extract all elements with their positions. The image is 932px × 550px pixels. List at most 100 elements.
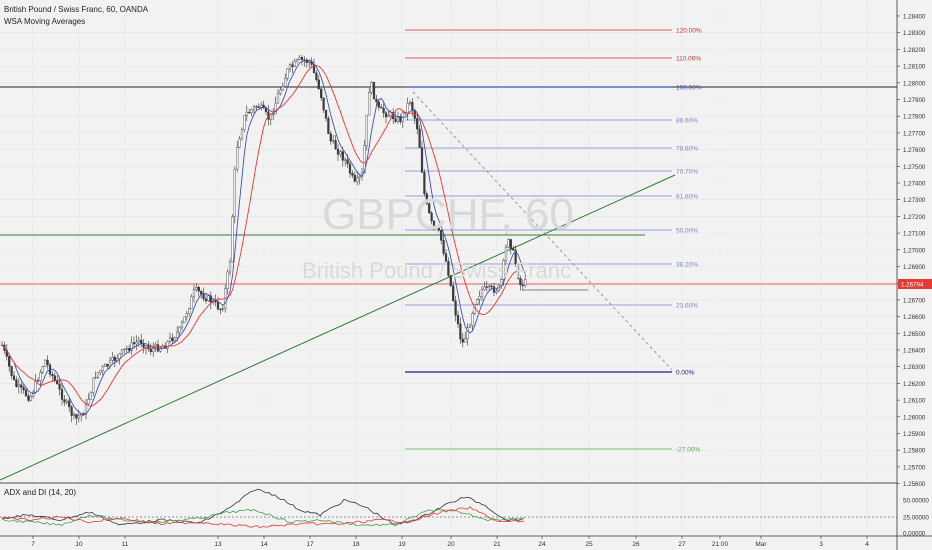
ascending-trendline[interactable] <box>0 174 676 481</box>
candle-body <box>476 299 479 305</box>
candle-body <box>113 356 116 362</box>
price-tick-label: 1.26600 <box>903 314 926 321</box>
candle-body <box>281 86 284 91</box>
candle-body <box>430 212 433 222</box>
price-tick-label: 1.27000 <box>903 247 926 254</box>
candle-body <box>353 175 356 182</box>
candle-body <box>300 57 304 60</box>
candle-body <box>228 261 232 273</box>
candle-body <box>408 101 412 104</box>
candle-body <box>123 348 126 350</box>
candle-body <box>351 173 354 176</box>
candle-body <box>377 101 380 108</box>
candle-body <box>459 323 462 340</box>
candle-body <box>125 348 128 350</box>
candle-body <box>159 347 162 352</box>
candle-body <box>502 259 505 280</box>
candle-body <box>495 290 498 293</box>
candle-body <box>22 387 25 391</box>
candle-body <box>104 364 107 368</box>
candle-body <box>173 337 176 342</box>
candle-body <box>130 342 133 351</box>
fibonacci-retracement[interactable]: 120.00% 110.00% 100.00% 88.60% 78.60% 70.70% 6… <box>405 28 702 454</box>
candle-body <box>27 395 30 401</box>
candle-body <box>454 300 457 316</box>
candle-body <box>288 64 292 70</box>
candle-body <box>29 396 32 401</box>
candle-body <box>521 284 524 286</box>
price-tick-label: 1.25900 <box>903 431 926 438</box>
indicator-tick-label: 50.00000 <box>903 498 929 505</box>
price-tick-label: 1.26400 <box>903 348 926 355</box>
time-tick-label: 21:00 <box>712 541 729 548</box>
candle-body <box>180 322 184 328</box>
plus-di-line <box>1 508 525 527</box>
candle-body <box>394 118 397 122</box>
candle-body <box>89 392 92 400</box>
candle-body <box>279 89 282 94</box>
candle-body <box>238 138 241 148</box>
candle-body <box>272 113 275 116</box>
candle-body <box>324 109 328 119</box>
price-tick-label: 1.26700 <box>903 297 926 304</box>
horizontal-lines[interactable] <box>0 86 897 484</box>
candle-body <box>500 279 503 286</box>
trendlines[interactable] <box>0 91 676 481</box>
candle-body <box>461 338 464 343</box>
fib-level-label: 110.00% <box>676 56 701 63</box>
candle-body <box>128 348 131 351</box>
candle-body <box>96 372 100 378</box>
candle-body <box>185 313 188 318</box>
fib-level-label: 88.60% <box>676 118 698 125</box>
candle-body <box>207 295 210 302</box>
candle-body <box>188 308 191 314</box>
time-tick-label: Mar <box>755 541 767 548</box>
current-price-label: 1.26794 <box>901 282 924 289</box>
candle-body <box>478 295 481 300</box>
candle-body <box>135 341 138 345</box>
candle-body <box>233 168 236 218</box>
candle-body <box>255 106 258 108</box>
candle-body <box>101 366 104 371</box>
adx-line <box>1 489 525 526</box>
candle-body <box>293 60 296 67</box>
time-tick-label: 14 <box>260 541 268 548</box>
candle-body <box>60 389 64 400</box>
candle-body <box>56 380 59 385</box>
candle-body <box>140 339 143 344</box>
candle-body <box>111 356 114 361</box>
candle-body <box>329 133 332 142</box>
indicator-panel-title[interactable]: ADX and DI (14, 20) <box>4 488 77 497</box>
candle-body <box>41 366 44 373</box>
candle-body <box>298 57 301 60</box>
candle-body <box>440 230 443 241</box>
candle-body <box>36 380 40 382</box>
price-tick-label: 1.27400 <box>903 181 926 188</box>
candle-body <box>490 285 493 288</box>
candle-body <box>509 239 512 249</box>
watermark-name: British Pound / Swiss Franc <box>302 258 571 283</box>
candle-body <box>456 315 460 325</box>
indicator-title[interactable]: WSA Moving Averages <box>4 17 86 26</box>
fib-level-label: 120.00% <box>676 28 702 35</box>
time-tick-label: 20 <box>447 541 455 548</box>
indicator-tick-label: 25.00000 <box>903 515 929 522</box>
candle-body <box>375 98 378 103</box>
time-tick-label: 25 <box>585 541 593 548</box>
candle-body <box>87 399 90 404</box>
candle-body <box>20 384 23 388</box>
candle-body <box>94 376 97 379</box>
candle-body <box>144 345 148 348</box>
moving-averages <box>1 59 526 416</box>
candle-body <box>190 296 193 309</box>
candle-body <box>171 337 174 342</box>
candle-body <box>504 246 508 261</box>
time-tick-label: 26 <box>632 541 640 548</box>
candle-body <box>183 316 186 323</box>
candle-body <box>368 92 371 116</box>
symbol-title[interactable]: British Pound / Swiss Franc, 60, OANDA <box>4 5 149 14</box>
indicator-tick-label: 0.00000 <box>903 531 926 538</box>
candle-body <box>226 271 229 289</box>
